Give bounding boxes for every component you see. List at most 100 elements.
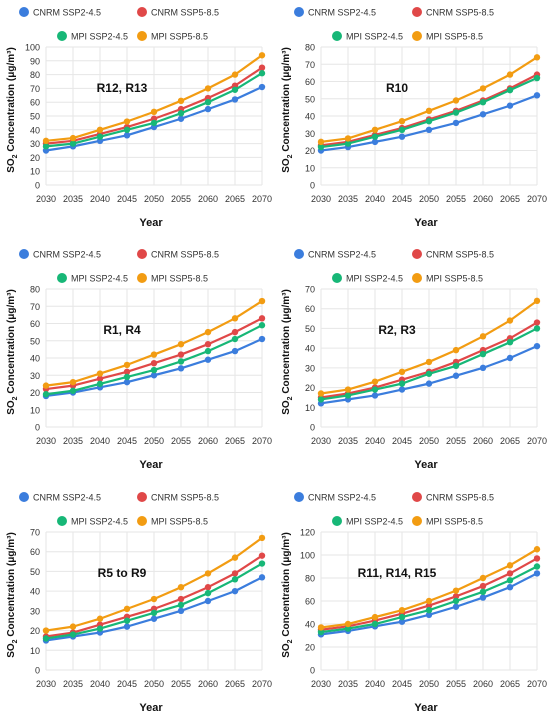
data-point[interactable]: [398, 386, 406, 393]
data-point[interactable]: [425, 607, 433, 614]
legend-item[interactable]: CNRM SSP2-4.5: [294, 249, 376, 260]
data-point[interactable]: [231, 328, 239, 336]
data-point[interactable]: [204, 347, 212, 355]
legend-item[interactable]: CNRM SSP5-8.5: [412, 492, 494, 503]
data-point[interactable]: [42, 635, 50, 642]
data-point[interactable]: [425, 358, 433, 366]
data-point[interactable]: [123, 118, 131, 125]
data-point[interactable]: [177, 595, 185, 603]
data-point[interactable]: [231, 96, 239, 103]
data-point[interactable]: [204, 584, 212, 591]
data-point[interactable]: [479, 350, 487, 358]
data-point[interactable]: [96, 370, 104, 377]
data-point[interactable]: [533, 555, 541, 562]
data-point[interactable]: [452, 597, 460, 605]
data-point[interactable]: [425, 602, 433, 609]
data-point[interactable]: [533, 74, 541, 82]
legend-item[interactable]: CNRM SSP5-8.5: [137, 7, 219, 18]
legend-item[interactable]: MPI SSP5-8.5: [412, 273, 483, 284]
data-point[interactable]: [398, 618, 406, 625]
legend-item[interactable]: CNRM SSP2-4.5: [19, 249, 101, 260]
data-point[interactable]: [317, 143, 325, 151]
data-point[interactable]: [258, 534, 266, 542]
legend-item[interactable]: MPI SSP5-8.5: [137, 516, 208, 527]
legend-item[interactable]: MPI SSP5-8.5: [412, 31, 483, 42]
data-point[interactable]: [231, 570, 239, 577]
data-point[interactable]: [425, 107, 433, 115]
data-point[interactable]: [398, 133, 406, 140]
data-point[interactable]: [506, 584, 514, 591]
data-point[interactable]: [452, 372, 460, 379]
data-point[interactable]: [479, 594, 487, 601]
data-point[interactable]: [425, 611, 433, 618]
data-point[interactable]: [452, 362, 460, 370]
data-point[interactable]: [42, 143, 50, 150]
data-point[interactable]: [177, 584, 185, 591]
data-point[interactable]: [506, 317, 514, 324]
data-point[interactable]: [231, 554, 239, 561]
legend-item[interactable]: CNRM SSP5-8.5: [412, 249, 494, 260]
data-point[interactable]: [371, 138, 379, 146]
data-point[interactable]: [258, 335, 266, 343]
legend-item[interactable]: MPI SSP2-4.5: [57, 516, 128, 527]
data-point[interactable]: [204, 589, 212, 597]
data-point[interactable]: [204, 570, 212, 577]
data-point[interactable]: [533, 319, 541, 326]
legend-item[interactable]: MPI SSP2-4.5: [332, 31, 403, 42]
data-point[interactable]: [398, 126, 406, 133]
data-point[interactable]: [96, 375, 104, 382]
data-point[interactable]: [96, 126, 104, 133]
data-point[interactable]: [96, 615, 104, 622]
legend-item[interactable]: MPI SSP5-8.5: [412, 516, 483, 527]
data-point[interactable]: [96, 625, 104, 632]
data-point[interactable]: [123, 605, 131, 613]
data-point[interactable]: [258, 574, 266, 581]
data-point[interactable]: [150, 366, 158, 374]
data-point[interactable]: [258, 52, 266, 59]
data-point[interactable]: [177, 110, 185, 117]
data-point[interactable]: [150, 108, 158, 116]
data-point[interactable]: [123, 373, 131, 381]
data-point[interactable]: [123, 368, 131, 375]
legend-item[interactable]: MPI SSP2-4.5: [332, 516, 403, 527]
data-point[interactable]: [150, 359, 158, 367]
data-point[interactable]: [69, 378, 77, 386]
data-point[interactable]: [231, 576, 239, 583]
data-point[interactable]: [42, 137, 50, 145]
data-point[interactable]: [69, 387, 77, 394]
data-point[interactable]: [425, 597, 433, 605]
data-point[interactable]: [204, 597, 212, 605]
data-point[interactable]: [506, 577, 514, 584]
data-point[interactable]: [123, 617, 131, 624]
data-point[interactable]: [506, 102, 514, 109]
data-point[interactable]: [258, 297, 266, 305]
data-point[interactable]: [231, 71, 239, 78]
legend-item[interactable]: MPI SSP2-4.5: [57, 31, 128, 42]
data-point[interactable]: [533, 546, 541, 553]
legend-item[interactable]: CNRM SSP5-8.5: [412, 7, 494, 18]
data-point[interactable]: [344, 386, 352, 393]
data-point[interactable]: [204, 105, 212, 113]
data-point[interactable]: [371, 392, 379, 399]
data-point[interactable]: [231, 86, 239, 93]
data-point[interactable]: [452, 97, 460, 104]
legend-item[interactable]: MPI SSP5-8.5: [137, 273, 208, 284]
data-point[interactable]: [123, 361, 131, 369]
data-point[interactable]: [506, 71, 514, 78]
data-point[interactable]: [506, 354, 514, 362]
legend-item[interactable]: MPI SSP5-8.5: [137, 31, 208, 42]
data-point[interactable]: [398, 613, 406, 621]
data-point[interactable]: [150, 372, 158, 379]
data-point[interactable]: [317, 138, 325, 146]
data-point[interactable]: [231, 335, 239, 343]
data-point[interactable]: [452, 119, 460, 127]
legend-item[interactable]: CNRM SSP2-4.5: [294, 492, 376, 503]
data-point[interactable]: [398, 380, 406, 387]
data-point[interactable]: [258, 315, 266, 322]
data-point[interactable]: [204, 328, 212, 336]
legend-item[interactable]: CNRM SSP5-8.5: [137, 249, 219, 260]
data-point[interactable]: [344, 620, 352, 628]
data-point[interactable]: [533, 563, 541, 570]
data-point[interactable]: [479, 85, 487, 92]
legend-item[interactable]: CNRM SSP2-4.5: [19, 492, 101, 503]
